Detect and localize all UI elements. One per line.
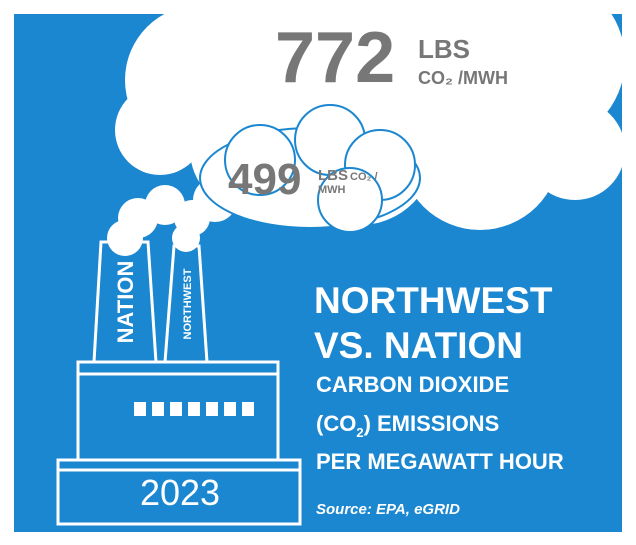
small-value: 499 xyxy=(228,155,301,204)
subhead: PER MEGAWATT HOUR xyxy=(316,449,564,474)
stack-label: NATION xyxy=(113,261,138,344)
subhead: (CO2) EMISSIONS xyxy=(316,411,499,440)
subhead-sub: 2 xyxy=(356,425,363,440)
headline: VS. NATION xyxy=(314,325,523,366)
big-value: 772 xyxy=(275,18,395,98)
source: Source: EPA, eGRID xyxy=(316,501,460,518)
small-unit: CO₂ / xyxy=(350,171,378,183)
small-unit: LBS xyxy=(318,167,348,184)
subhead: CARBON DIOXIDE xyxy=(316,372,509,397)
big-unit: LBS xyxy=(418,34,470,64)
stack-label: NORTHWEST xyxy=(182,268,194,339)
windows xyxy=(134,402,254,416)
subhead-part: ) EMISSIONS xyxy=(364,411,500,436)
infographic: 772 LBS CO₂ /MWH 499 LBS CO₂ / MWH NATIO… xyxy=(0,0,636,545)
big-unit: CO₂ /MWH xyxy=(418,68,508,88)
subhead-part: (CO xyxy=(316,411,356,436)
small-unit: MWH xyxy=(318,184,346,196)
headline: NORTHWEST xyxy=(314,280,553,321)
year: 2023 xyxy=(140,472,220,513)
